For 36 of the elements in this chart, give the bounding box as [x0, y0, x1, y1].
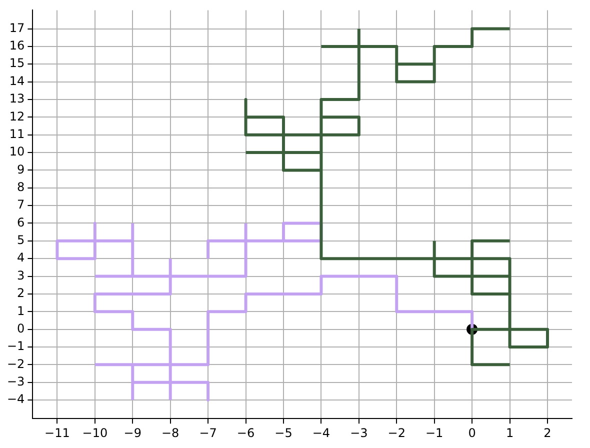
x-tick-label: 0	[468, 426, 476, 440]
y-tick-label: 12	[9, 109, 25, 124]
y-tick-label: −4	[6, 392, 25, 406]
y-tick-label: 13	[9, 92, 25, 106]
y-tick-label: 10	[9, 144, 25, 159]
y-tick-label: 8	[17, 180, 25, 194]
y-tick-label: −3	[6, 374, 25, 388]
x-tick-label: −1	[425, 426, 444, 440]
y-tick-label: 11	[9, 126, 25, 141]
y-tick-label: 15	[9, 56, 25, 70]
y-tick-label: 0	[17, 321, 25, 336]
x-tick-label: −7	[199, 426, 217, 440]
x-tick-label: 1	[506, 426, 514, 440]
x-tick-label: −10	[82, 426, 108, 440]
y-tick-label: 7	[17, 198, 25, 212]
y-tick-label: 6	[17, 215, 25, 230]
y-tick-label: 9	[17, 162, 25, 176]
y-tick-label: 14	[9, 74, 25, 88]
x-tick-label: −9	[124, 426, 142, 440]
x-tick-label: −5	[274, 426, 292, 440]
x-tick-label: −3	[350, 426, 368, 440]
x-tick-label: 2	[544, 426, 552, 440]
x-tick-label: −8	[161, 426, 180, 440]
y-tick-label: 4	[17, 250, 25, 265]
y-tick-label: 5	[17, 233, 25, 248]
x-tick-label: −11	[44, 426, 70, 440]
x-tick-label: −4	[312, 426, 330, 440]
y-tick-label: 2	[17, 286, 25, 300]
y-tick-label: 3	[17, 268, 25, 282]
y-tick-label: −2	[6, 356, 25, 371]
y-tick-label: 16	[9, 38, 25, 53]
y-tick-label: 1	[17, 304, 25, 318]
x-tick-label: −6	[236, 426, 255, 440]
x-tick-label: −2	[388, 426, 406, 440]
y-tick-label: −1	[6, 339, 25, 354]
y-tick-label: 17	[9, 20, 25, 35]
